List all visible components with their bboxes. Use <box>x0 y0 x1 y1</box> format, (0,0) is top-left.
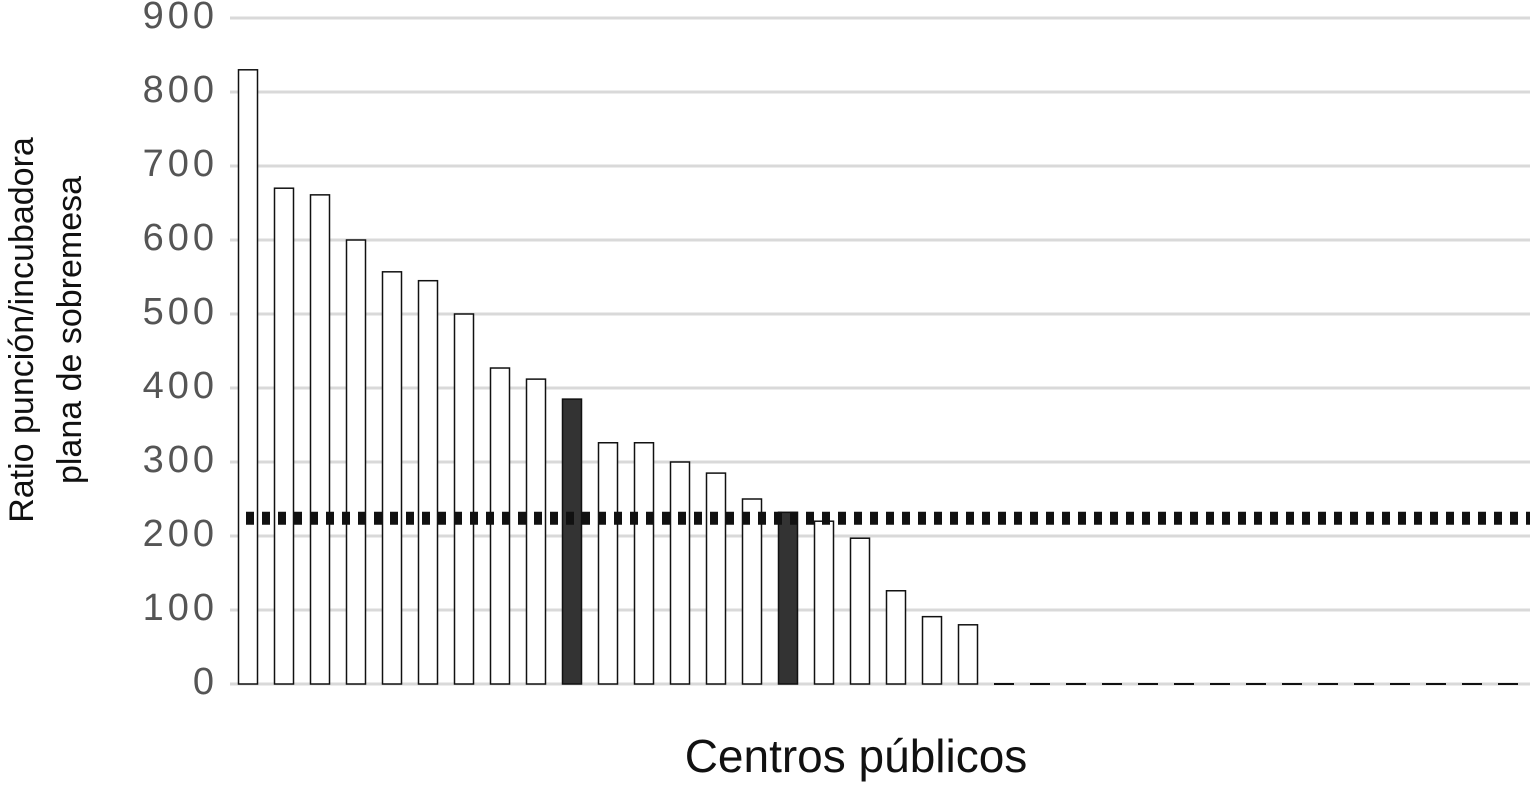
bar <box>417 279 439 685</box>
bar <box>957 624 979 685</box>
y-tick-label: 600 <box>143 217 218 259</box>
y-axis-label: plana de sobremesa <box>51 176 89 484</box>
bar <box>489 367 511 685</box>
y-tick-label: 200 <box>143 513 218 555</box>
y-tick-label: 500 <box>143 291 218 333</box>
bar <box>669 461 691 685</box>
bar <box>237 69 259 685</box>
bar <box>309 194 331 685</box>
y-axis-label: Ratio punción/incubadora <box>3 137 41 523</box>
bar <box>777 511 799 685</box>
bar <box>633 442 655 685</box>
bar <box>813 520 835 685</box>
bar <box>741 498 763 685</box>
bar <box>273 187 295 685</box>
bar <box>849 537 871 685</box>
bar <box>705 472 727 685</box>
y-tick-label: 300 <box>143 439 218 481</box>
y-tick-label: 800 <box>143 69 218 111</box>
y-tick-label: 400 <box>143 365 218 407</box>
y-tick-label: 900 <box>143 0 218 37</box>
y-tick-label: 0 <box>193 661 218 703</box>
y-tick-label: 100 <box>143 587 218 629</box>
bar <box>525 378 547 685</box>
bar <box>885 590 907 685</box>
bar <box>381 271 403 685</box>
bar <box>561 398 583 685</box>
bar <box>597 442 619 685</box>
x-axis-label: Centros públicos <box>685 730 1028 782</box>
bar <box>345 239 367 685</box>
bar <box>921 615 943 685</box>
y-tick-label: 700 <box>143 143 218 185</box>
bar <box>453 313 475 685</box>
